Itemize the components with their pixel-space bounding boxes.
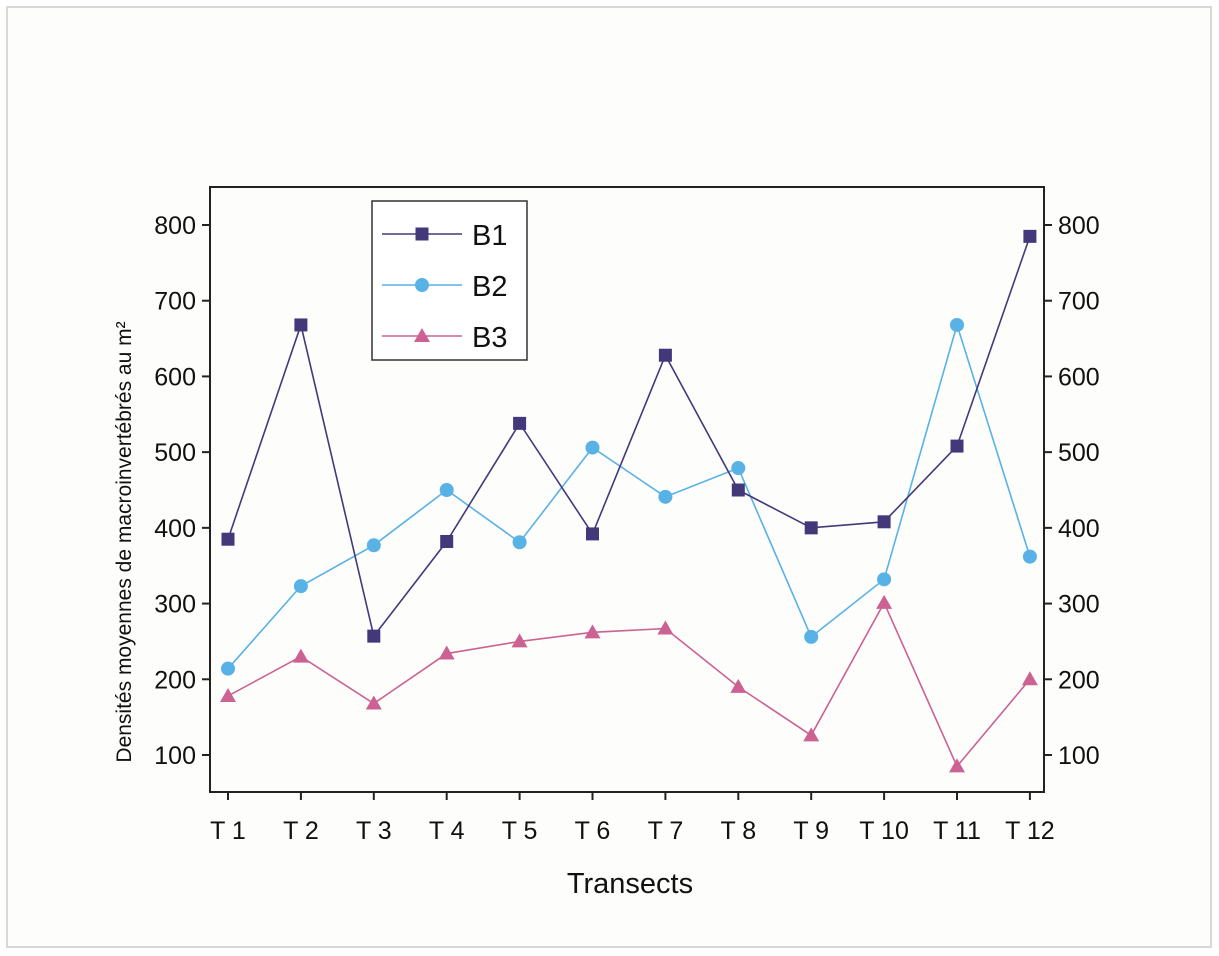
data-point-b2 — [293, 579, 308, 594]
data-point-b3 — [949, 758, 965, 773]
legend-label-b3: B3 — [472, 322, 507, 354]
data-point-b1 — [950, 439, 964, 453]
x-tick-label: T 4 — [429, 817, 465, 845]
y-tick-label-right: 200 — [1058, 666, 1100, 694]
y-tick-label-right: 700 — [1058, 288, 1100, 316]
legend-box — [371, 200, 528, 361]
y-tick-label-left: 200 — [154, 666, 196, 694]
data-point-b2 — [877, 572, 892, 587]
data-point-b3 — [657, 620, 674, 635]
x-tick-label: T 2 — [283, 817, 319, 845]
data-point-b1 — [221, 532, 235, 546]
data-point-b3 — [292, 648, 309, 663]
x-axis-title: Transects — [567, 868, 693, 900]
x-tick-label: T 12 — [1005, 817, 1055, 845]
series-line-b2 — [227, 322, 1031, 670]
legend-marker-b2 — [415, 278, 429, 292]
data-point-b1 — [731, 483, 745, 497]
data-point-b1 — [440, 534, 454, 548]
y-tick-label-left: 800 — [154, 212, 196, 240]
legend-marker-b1 — [415, 227, 429, 241]
legend-label-b1: B1 — [472, 220, 507, 252]
data-point-b2 — [585, 440, 600, 455]
y-tick-label-right: 500 — [1058, 439, 1100, 467]
y-tick-label-left: 100 — [154, 742, 196, 770]
y-axis-title: Densités moyennes de macroinvertébrés au… — [113, 321, 136, 762]
y-tick-label-right: 400 — [1058, 515, 1100, 543]
data-point-b1 — [586, 527, 599, 541]
data-point-b2 — [658, 489, 673, 504]
data-point-b2 — [804, 629, 819, 644]
data-point-b1 — [658, 348, 672, 362]
data-point-b3 — [730, 678, 747, 693]
data-point-b2 — [512, 535, 527, 550]
data-point-b2 — [731, 461, 746, 476]
x-tick-label: T 6 — [575, 817, 611, 845]
x-tick-label: T 1 — [210, 817, 246, 845]
data-point-b2 — [1022, 549, 1037, 564]
y-tick-label-right: 300 — [1058, 591, 1100, 619]
series-line-b3 — [227, 601, 1031, 768]
data-point-b3 — [1021, 671, 1038, 686]
legend-marker-b3 — [414, 328, 430, 342]
data-point-b1 — [367, 629, 381, 643]
x-tick-label: T 3 — [356, 817, 392, 845]
y-tick-label-right: 600 — [1058, 363, 1100, 391]
y-tick-label-right: 100 — [1058, 742, 1100, 770]
data-point-b3 — [365, 695, 382, 710]
x-tick-label: T 11 — [933, 817, 981, 845]
data-point-b1 — [804, 521, 818, 535]
x-tick-label: T 9 — [793, 817, 829, 845]
y-tick-label-left: 400 — [154, 515, 196, 543]
data-point-b1 — [294, 318, 308, 332]
data-point-b3 — [438, 645, 455, 660]
y-tick-label-left: 700 — [154, 288, 196, 316]
data-point-b3 — [803, 727, 820, 742]
data-point-b3 — [584, 624, 601, 639]
y-tick-label-left: 300 — [154, 591, 196, 619]
data-point-b2 — [221, 661, 235, 676]
x-tick-label: T 10 — [859, 817, 909, 845]
data-point-b2 — [439, 483, 454, 497]
y-tick-label-left: 600 — [154, 363, 196, 391]
data-point-b2 — [950, 317, 964, 332]
data-point-b3 — [876, 594, 893, 609]
data-point-b1 — [513, 416, 527, 430]
data-point-b1 — [1023, 229, 1037, 243]
legend-label-b2: B2 — [472, 271, 507, 303]
y-tick-label-left: 500 — [154, 439, 196, 467]
x-tick-label: T 8 — [720, 817, 756, 845]
series-line-b1 — [227, 236, 1031, 638]
plot-area — [209, 186, 1045, 793]
data-point-b2 — [366, 538, 381, 553]
y-tick-label-right: 800 — [1058, 212, 1100, 240]
x-tick-label: T 7 — [648, 817, 684, 845]
x-tick-label: T 5 — [502, 817, 538, 845]
data-point-b3 — [511, 633, 528, 648]
data-point-b1 — [877, 515, 891, 529]
data-point-b3 — [220, 687, 236, 702]
